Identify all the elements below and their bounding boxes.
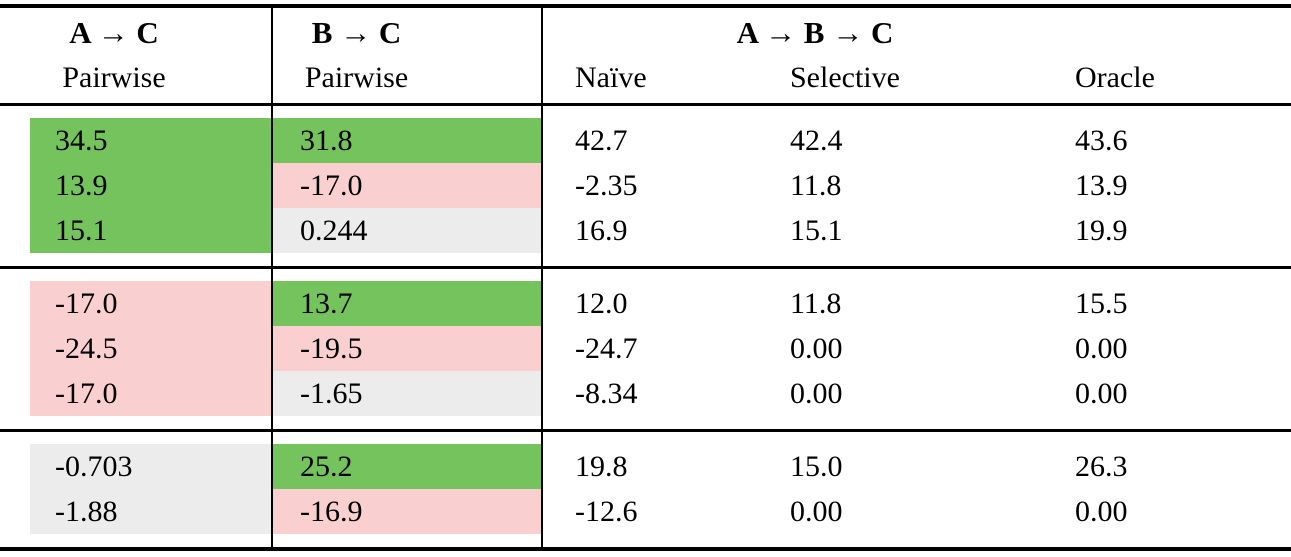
table-cell: -8.34 — [575, 377, 638, 410]
table-cell: -17.0 — [273, 163, 543, 208]
subheader-ac-pairwise: Pairwise — [62, 61, 166, 94]
table-row: -17.0 -1.65 -8.34 0.00 0.00 — [0, 371, 1291, 416]
table-cell: 13.9 — [0, 163, 273, 208]
row-group-1: 34.5 31.8 42.7 42.4 43.6 13.9 -17.0 -2.35 11.8 13… — [0, 106, 1291, 266]
table-body: 34.5 31.8 42.7 42.4 43.6 13.9 -17.0 -2.35 11.8 13… — [0, 106, 1291, 547]
table-cell: 31.8 — [273, 118, 543, 163]
table-cell: -19.5 — [273, 326, 543, 371]
table-cell: -2.35 — [575, 169, 638, 202]
table-cell: 25.2 — [273, 444, 543, 489]
table-cell: -0.703 — [0, 444, 273, 489]
row-group-2: -17.0 13.7 12.0 11.8 15.5 -24.5 -19.5 -24.7 0.00… — [0, 269, 1291, 429]
table-cell: 19.8 — [575, 450, 628, 483]
group-separator-rule — [0, 429, 1291, 432]
table-row: 15.1 0.244 16.9 15.1 19.9 — [0, 208, 1291, 253]
header-rule — [0, 103, 1291, 106]
table-cell: -17.0 — [0, 371, 273, 416]
table-cell: 0.00 — [790, 332, 843, 365]
col-header-b-to-c: B → C — [311, 15, 402, 50]
table-row: 13.9 -17.0 -2.35 11.8 13.9 — [0, 163, 1291, 208]
table-row: -0.703 25.2 19.8 15.0 26.3 — [0, 444, 1291, 489]
table-row: 34.5 31.8 42.7 42.4 43.6 — [0, 118, 1291, 163]
table-cell: -24.5 — [0, 326, 273, 371]
table-cell: 13.9 — [1075, 169, 1128, 202]
table-cell: 0.00 — [1075, 332, 1128, 365]
table-cell: 16.9 — [575, 214, 628, 247]
bottom-rule — [0, 547, 1291, 551]
table-cell: -1.65 — [273, 371, 543, 416]
table-cell: 0.00 — [790, 495, 843, 528]
table-cell: 19.9 — [1075, 214, 1128, 247]
table-cell: 42.7 — [575, 124, 628, 157]
header-subtitle-row: Pairwise Pairwise Naïve Selective Oracle — [0, 56, 1291, 103]
table-row: -1.88 -16.9 -12.6 0.00 0.00 — [0, 489, 1291, 534]
table-cell: 26.3 — [1075, 450, 1128, 483]
table-cell: -12.6 — [575, 495, 638, 528]
table-cell: 15.5 — [1075, 287, 1128, 320]
subheader-selective: Selective — [790, 61, 900, 94]
table-cell: 0.00 — [790, 377, 843, 410]
subheader-naive: Naïve — [575, 61, 647, 94]
table-cell: 13.7 — [273, 281, 543, 326]
table-cell: 15.1 — [790, 214, 843, 247]
vertical-rule-1 — [271, 8, 273, 547]
table-cell: 11.8 — [790, 169, 842, 202]
table-cell: 34.5 — [0, 118, 273, 163]
table-cell: 15.0 — [790, 450, 843, 483]
col-header-a-b-c-chain: A → B → C — [736, 15, 894, 50]
table-cell: 12.0 — [575, 287, 628, 320]
table-cell: -1.88 — [0, 489, 273, 534]
table-cell: -17.0 — [0, 281, 273, 326]
vertical-rule-2 — [541, 8, 543, 547]
table-row: -24.5 -19.5 -24.7 0.00 0.00 — [0, 326, 1291, 371]
subheader-bc-pairwise: Pairwise — [304, 61, 409, 94]
group-separator-rule — [0, 266, 1291, 269]
table-cell: 42.4 — [790, 124, 843, 157]
table-row: -17.0 13.7 12.0 11.8 15.5 — [0, 281, 1291, 326]
table-cell: 43.6 — [1075, 124, 1128, 157]
table-cell: 0.00 — [1075, 377, 1128, 410]
subheader-oracle: Oracle — [1075, 61, 1155, 94]
row-group-3: -0.703 25.2 19.8 15.0 26.3 -1.88 -16.9 -12.6 0.0… — [0, 432, 1291, 547]
table-cell: -24.7 — [575, 332, 638, 365]
table-cell: 0.244 — [273, 208, 543, 253]
table-header: A → C B → C A → B → C Pairwise Pairwise … — [0, 8, 1291, 103]
col-header-a-to-c: A → C — [69, 15, 159, 50]
table-cell: 11.8 — [790, 287, 842, 320]
top-rule — [0, 4, 1291, 8]
table-cell: 0.00 — [1075, 495, 1128, 528]
table-cell: -16.9 — [273, 489, 543, 534]
header-title-row: A → C B → C A → B → C — [0, 8, 1291, 56]
table-cell: 15.1 — [0, 208, 273, 253]
